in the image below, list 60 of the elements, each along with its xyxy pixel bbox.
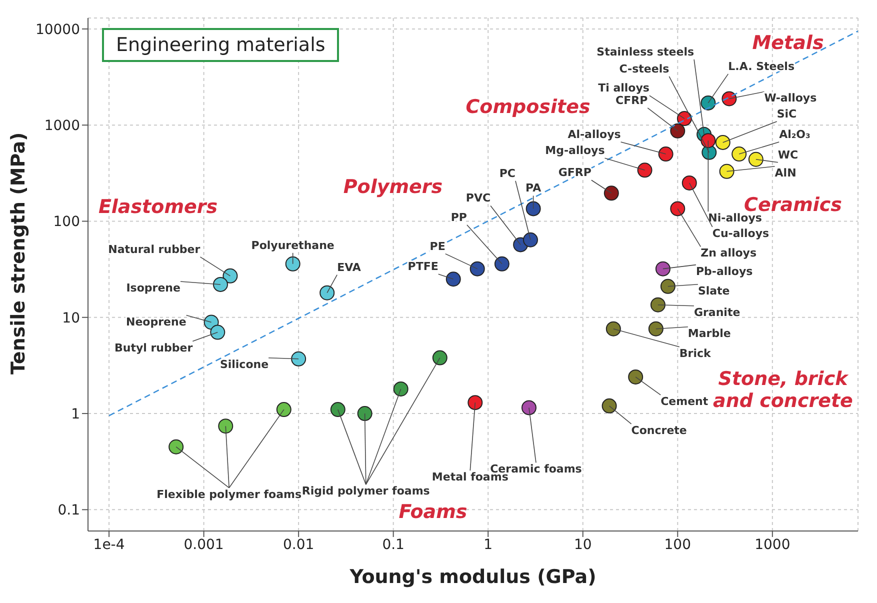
annotation: Foams: [398, 501, 468, 523]
y-tick-label: 10000: [35, 22, 80, 38]
text: Zn alloys: [700, 246, 757, 260]
x-tick-label: 0.01: [282, 536, 314, 553]
text: PP: [450, 210, 467, 224]
y-tick-label: 1: [71, 406, 80, 422]
text: CFRP: [616, 94, 648, 107]
x-tick-label: 1000: [754, 536, 790, 553]
series-label: PTFE: [408, 260, 438, 274]
annotation: Metals: [751, 32, 825, 54]
text: Slate: [698, 284, 730, 298]
text: PVC: [466, 192, 491, 205]
text: Pb-alloys: [696, 264, 754, 278]
text: Ti alloys: [598, 82, 650, 95]
y-tick-label: 0.1: [58, 502, 80, 519]
x-tick-label: 100: [664, 536, 692, 553]
y-tick-label: 1000: [44, 118, 80, 134]
y-axis-title: Tensile strength (MPa): [8, 132, 30, 374]
text: C-steels: [619, 62, 670, 76]
annotation: Elastomers: [97, 196, 219, 218]
series-label: Neoprene: [126, 315, 186, 328]
text: Al₂O₃: [779, 128, 811, 142]
text: Marble: [688, 326, 731, 340]
text: PC: [499, 166, 516, 180]
series-label: Butyl rubber: [114, 341, 194, 354]
x-tick-label: 0.1: [382, 536, 404, 553]
series-label: PA: [526, 182, 542, 195]
text: Flexible polymer foams: [156, 488, 302, 501]
text: Granite: [694, 306, 740, 319]
text: Natural rubber: [108, 242, 201, 256]
text: Engineering materials: [102, 28, 340, 62]
text: Isoprene: [126, 281, 180, 294]
text: Mg-alloys: [545, 144, 606, 158]
annotation: Polymers: [343, 176, 443, 198]
annotation: Stone, brick and concrete: [712, 368, 854, 412]
x-tick-label: 1: [484, 536, 493, 553]
series-label: EVA: [337, 260, 362, 274]
series-label: Polyurethane: [251, 238, 334, 252]
text: Cement: [660, 394, 708, 408]
x-tick-label: 0.001: [184, 536, 224, 553]
text: AlN: [774, 166, 796, 180]
series-label: GFRP: [558, 166, 592, 180]
text: SiC: [776, 107, 797, 120]
x-axis-title: Young's modulus (GPa): [348, 566, 596, 588]
text: Al-alloys: [568, 128, 622, 142]
series-label: Concrete: [631, 424, 687, 437]
text: PE: [430, 240, 446, 253]
text: Brick: [679, 346, 712, 360]
x-tick-label: 1e-4: [93, 536, 125, 553]
text: Stainless steels: [596, 45, 695, 58]
text: Cu-alloys: [712, 226, 770, 240]
text: W-alloys: [764, 92, 818, 105]
annotation: Composites: [464, 96, 592, 118]
text: Silicone: [220, 358, 269, 371]
series-label: WC: [778, 148, 798, 162]
y-tick-label: 10: [62, 310, 80, 326]
text: Rigid polymer foams: [302, 484, 430, 498]
x-tick-label: 10: [574, 536, 592, 553]
text: L.A. Steels: [728, 60, 795, 73]
y-tick-label: 100: [53, 214, 80, 230]
